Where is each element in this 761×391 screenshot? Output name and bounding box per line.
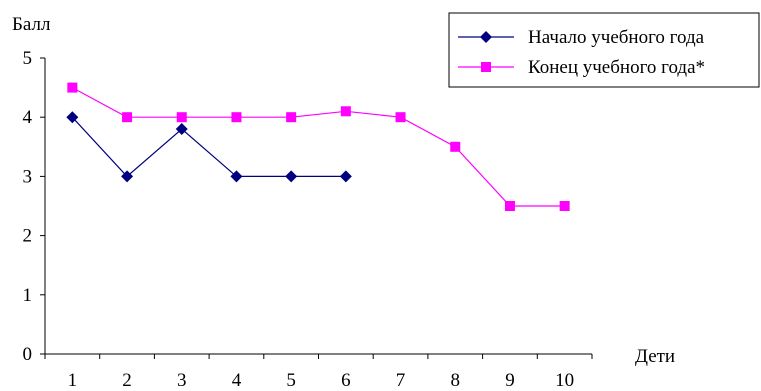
legend: Начало учебного года Конец учебного года… <box>448 12 760 88</box>
legend-marker-0 <box>480 31 492 43</box>
x-tick-label: 7 <box>396 370 406 391</box>
axes: 0 1 2 3 4 5 1 2 3 4 5 6 7 8 9 10 <box>23 48 593 391</box>
series-0-point <box>175 123 188 136</box>
series-line-1 <box>72 87 565 207</box>
series-0-point <box>66 111 79 124</box>
series-1-point <box>559 201 570 211</box>
legend-label-0: Начало учебного года <box>528 27 705 48</box>
legend-label-1: Конец учебного года* <box>528 57 705 78</box>
series-0-point <box>230 170 243 183</box>
x-tick-label: 1 <box>68 370 78 391</box>
x-tick-label: 10 <box>555 370 574 391</box>
x-tick-label: 9 <box>505 370 515 391</box>
series-0-point <box>285 170 298 183</box>
series-1-point <box>122 112 133 123</box>
series-1-point <box>176 112 187 123</box>
y-tick-label: 4 <box>23 107 33 128</box>
y-tick-label: 1 <box>23 285 33 306</box>
y-tick-label: 0 <box>23 344 33 365</box>
series-1-point <box>340 106 351 117</box>
y-axis-label: Балл <box>12 14 51 35</box>
series-1-point <box>286 112 297 123</box>
y-tick-label: 3 <box>23 166 33 187</box>
series-0-point <box>121 170 134 183</box>
series-1-point <box>67 82 78 93</box>
x-tick-label: 3 <box>177 370 187 391</box>
series-0-point <box>339 170 352 183</box>
x-tick-label: 5 <box>286 370 296 391</box>
legend-box <box>448 12 760 88</box>
y-tick-label: 2 <box>23 226 33 247</box>
y-tick-label: 5 <box>23 48 33 69</box>
series-line-0 <box>71 116 346 178</box>
series-1-point <box>395 112 406 123</box>
legend-marker-1 <box>481 62 491 72</box>
x-tick-label: 8 <box>451 370 461 391</box>
x-tick-label: 6 <box>341 370 351 391</box>
series-layer <box>66 82 570 211</box>
series-1-point <box>231 112 242 123</box>
x-tick-label: 4 <box>232 370 242 391</box>
series-1-point <box>504 201 515 211</box>
series-1-point <box>450 141 461 152</box>
x-tick-label: 2 <box>122 370 132 391</box>
x-axis-label: Дети <box>635 346 675 367</box>
